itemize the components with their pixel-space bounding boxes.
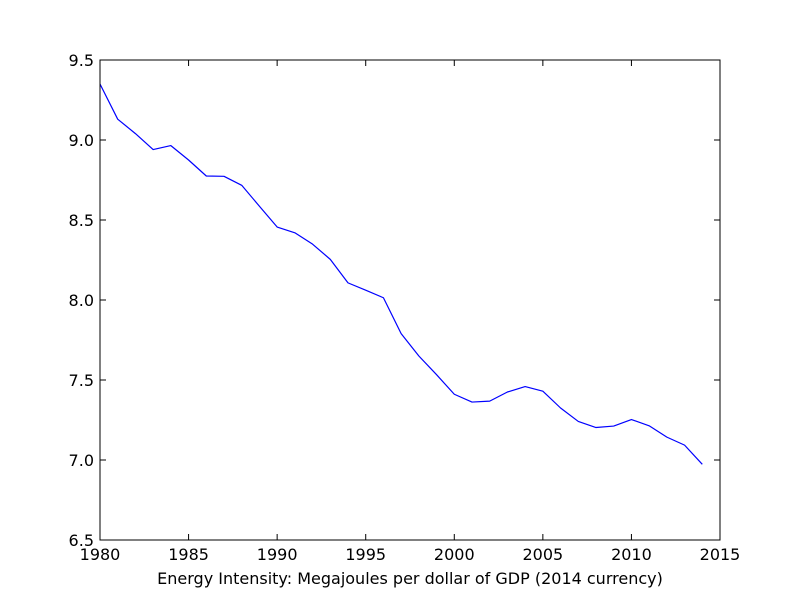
y-tick-label: 6.5 xyxy=(69,531,94,550)
x-axis-label: Energy Intensity: Megajoules per dollar … xyxy=(157,569,663,588)
y-tick-label: 9.5 xyxy=(69,51,94,70)
x-tick-label: 2010 xyxy=(611,545,652,564)
x-tick-label: 2015 xyxy=(700,545,741,564)
y-tick-label: 7.0 xyxy=(69,451,94,470)
y-tick-label: 7.5 xyxy=(69,371,94,390)
x-tick-label: 1985 xyxy=(168,545,209,564)
series-line xyxy=(99,83,703,465)
plot-frame xyxy=(99,59,721,541)
y-tick-label: 8.5 xyxy=(69,211,94,230)
x-tick-label: 1990 xyxy=(257,545,298,564)
y-tick-label: 9.0 xyxy=(69,131,94,150)
x-tick-label: 1980 xyxy=(80,545,121,564)
plot-area-background xyxy=(100,60,720,540)
tick-labels: 1980 1985 1990 1995 2000 2005 2010 2015 6.5 7.0 7.… xyxy=(69,51,741,564)
x-tick-label: 2000 xyxy=(434,545,475,564)
x-tick-label: 2005 xyxy=(522,545,563,564)
x-tick-label: 1995 xyxy=(345,545,386,564)
series-layer xyxy=(99,83,703,465)
y-tick-label: 8.0 xyxy=(69,291,94,310)
